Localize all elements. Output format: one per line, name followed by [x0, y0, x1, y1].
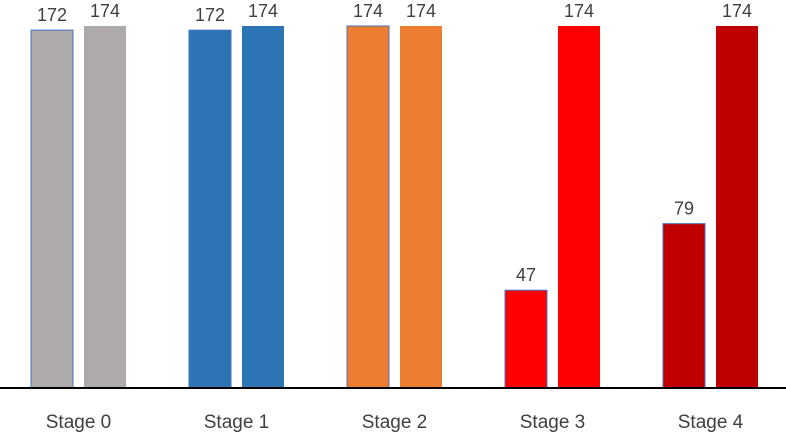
- data-label-stage-3-second: 174: [564, 1, 594, 21]
- data-label-stage-1-second: 174: [248, 1, 278, 21]
- bar-stage-4-first: [662, 223, 706, 389]
- bar-stage-2-first: [346, 25, 390, 389]
- bar-stage-2-second: [400, 26, 442, 388]
- bar-stage-0-second: [84, 26, 126, 388]
- data-label-stage-2-first: 174: [353, 1, 383, 21]
- bar-stage-3-second: [558, 26, 600, 388]
- bar-stage-0-first: [30, 29, 74, 389]
- category-label-stage-3: Stage 3: [520, 412, 586, 433]
- data-label-stage-4-second: 174: [722, 1, 752, 21]
- data-label-stage-4-first: 79: [674, 199, 694, 219]
- data-label-stage-0-first: 172: [37, 5, 67, 25]
- category-label-stage-0: Stage 0: [46, 412, 112, 433]
- bar-stage-1-first: [188, 29, 232, 389]
- bar-stage-4-second: [716, 26, 758, 388]
- data-label-stage-2-second: 174: [406, 1, 436, 21]
- data-label-stage-0-second: 174: [90, 1, 120, 21]
- data-labels-group: 172 174 172 174 174 174 47 174 79 174: [37, 1, 752, 285]
- bars-group: [30, 25, 758, 389]
- data-label-stage-3-first: 47: [516, 265, 536, 285]
- category-label-stage-4: Stage 4: [678, 412, 744, 433]
- data-label-stage-1-first: 172: [195, 5, 225, 25]
- bar-stage-3-first: [504, 289, 548, 389]
- category-label-stage-1: Stage 1: [204, 412, 270, 433]
- category-labels-group: Stage 0 Stage 1 Stage 2 Stage 3 Stage 4: [46, 412, 744, 433]
- bar-stage-1-second: [242, 26, 284, 388]
- category-label-stage-2: Stage 2: [362, 412, 428, 433]
